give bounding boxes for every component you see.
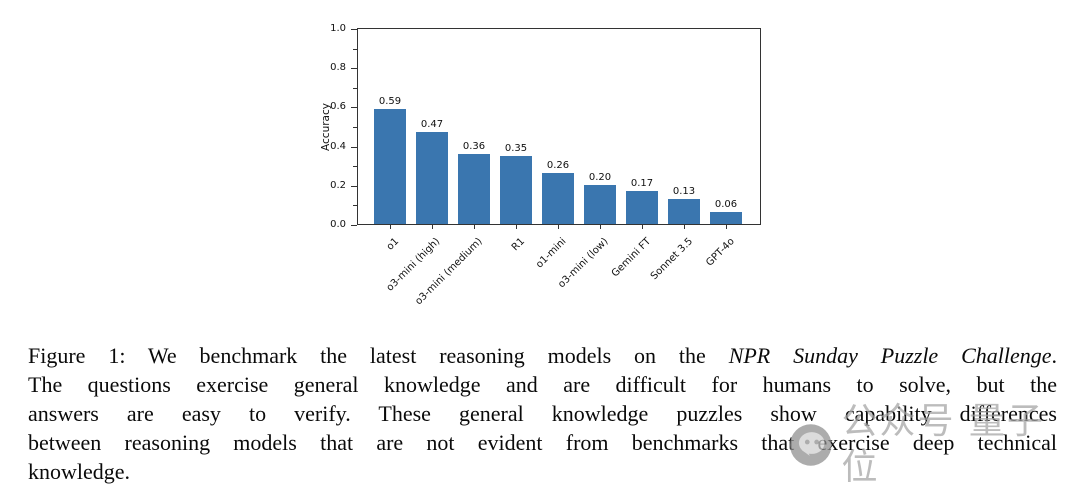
caption-text: Figure 1: We benchmark the latest reason… [28, 343, 729, 368]
figure-caption: Figure 1: We benchmark the latest reason… [28, 341, 1057, 486]
bar-value-label: 0.17 [630, 178, 654, 189]
bar-Gemini FT [626, 191, 658, 224]
caption-text: . [1051, 343, 1058, 368]
y-tick-label: 0.8 [330, 62, 346, 73]
y-major-tick [351, 107, 357, 108]
y-major-tick [351, 147, 357, 148]
bar-o3-mini (medium) [458, 154, 490, 224]
x-tick [516, 225, 517, 229]
x-tick [390, 225, 391, 229]
bar-o3-mini (low) [584, 185, 616, 224]
y-tick-label: 0.2 [330, 180, 346, 191]
y-tick-label: 0.0 [330, 219, 346, 230]
caption-line: answers are easy to verify. These genera… [28, 399, 1057, 428]
caption-line: The questions exercise general knowledge… [28, 370, 1057, 399]
x-tick [474, 225, 475, 229]
y-minor-tick [353, 88, 357, 89]
bar-value-label: 0.06 [714, 199, 738, 210]
bar-value-label: 0.13 [672, 186, 696, 197]
x-tick-label-Sonnet 3.5: Sonnet 3.5 [648, 236, 695, 283]
y-major-tick [351, 68, 357, 69]
x-tick-label-GPT-4o: GPT-4o [704, 236, 737, 269]
x-tick [726, 225, 727, 229]
y-minor-tick [353, 49, 357, 50]
y-major-tick [351, 29, 357, 30]
caption-text: between reasoning models that are not ev… [28, 430, 1057, 455]
y-minor-tick [353, 205, 357, 206]
x-tick [432, 225, 433, 229]
bar-value-label: 0.26 [546, 160, 570, 171]
bar-value-label: 0.35 [504, 143, 528, 154]
y-tick-label: 1.0 [330, 23, 346, 34]
bar-value-label: 0.20 [588, 172, 612, 183]
bar-R1 [500, 156, 532, 224]
x-tick-label-o1: o1 [384, 236, 401, 253]
x-tick [600, 225, 601, 229]
caption-line: Figure 1: We benchmark the latest reason… [28, 341, 1057, 370]
bar-o1-mini [542, 173, 574, 224]
y-major-tick [351, 225, 357, 226]
plot-box: 0.59 0.47 0.36 0.35 0.26 0.20 0.17 0.13 0.06 [357, 28, 761, 225]
y-tick-label: 0.4 [330, 141, 346, 152]
bar-o1 [374, 109, 406, 224]
caption-line: between reasoning models that are not ev… [28, 428, 1057, 457]
y-minor-tick [353, 166, 357, 167]
x-tick [558, 225, 559, 229]
caption-text: knowledge. [28, 459, 131, 484]
y-tick-label: 0.6 [330, 101, 346, 112]
bar-value-label: 0.36 [462, 141, 486, 152]
x-tick-label-Gemini FT: Gemini FT [609, 236, 653, 280]
bar-value-label: 0.47 [420, 119, 444, 130]
y-major-tick [351, 186, 357, 187]
bar-o3-mini (high) [416, 132, 448, 224]
x-tick [642, 225, 643, 229]
caption-text: answers are easy to verify. These genera… [28, 401, 1057, 426]
bar-Sonnet 3.5 [668, 199, 700, 224]
x-tick-label-o1-mini: o1-mini [534, 236, 569, 271]
caption-text: The questions exercise general knowledge… [28, 372, 1057, 397]
caption-line: knowledge. [28, 457, 1057, 486]
x-tick-label-R1: R1 [509, 236, 527, 254]
bar-GPT-4o [710, 212, 742, 224]
y-minor-tick [353, 127, 357, 128]
bar-value-label: 0.59 [378, 96, 402, 107]
x-tick [684, 225, 685, 229]
caption-italic-text: NPR Sunday Puzzle Challenge [728, 343, 1052, 368]
